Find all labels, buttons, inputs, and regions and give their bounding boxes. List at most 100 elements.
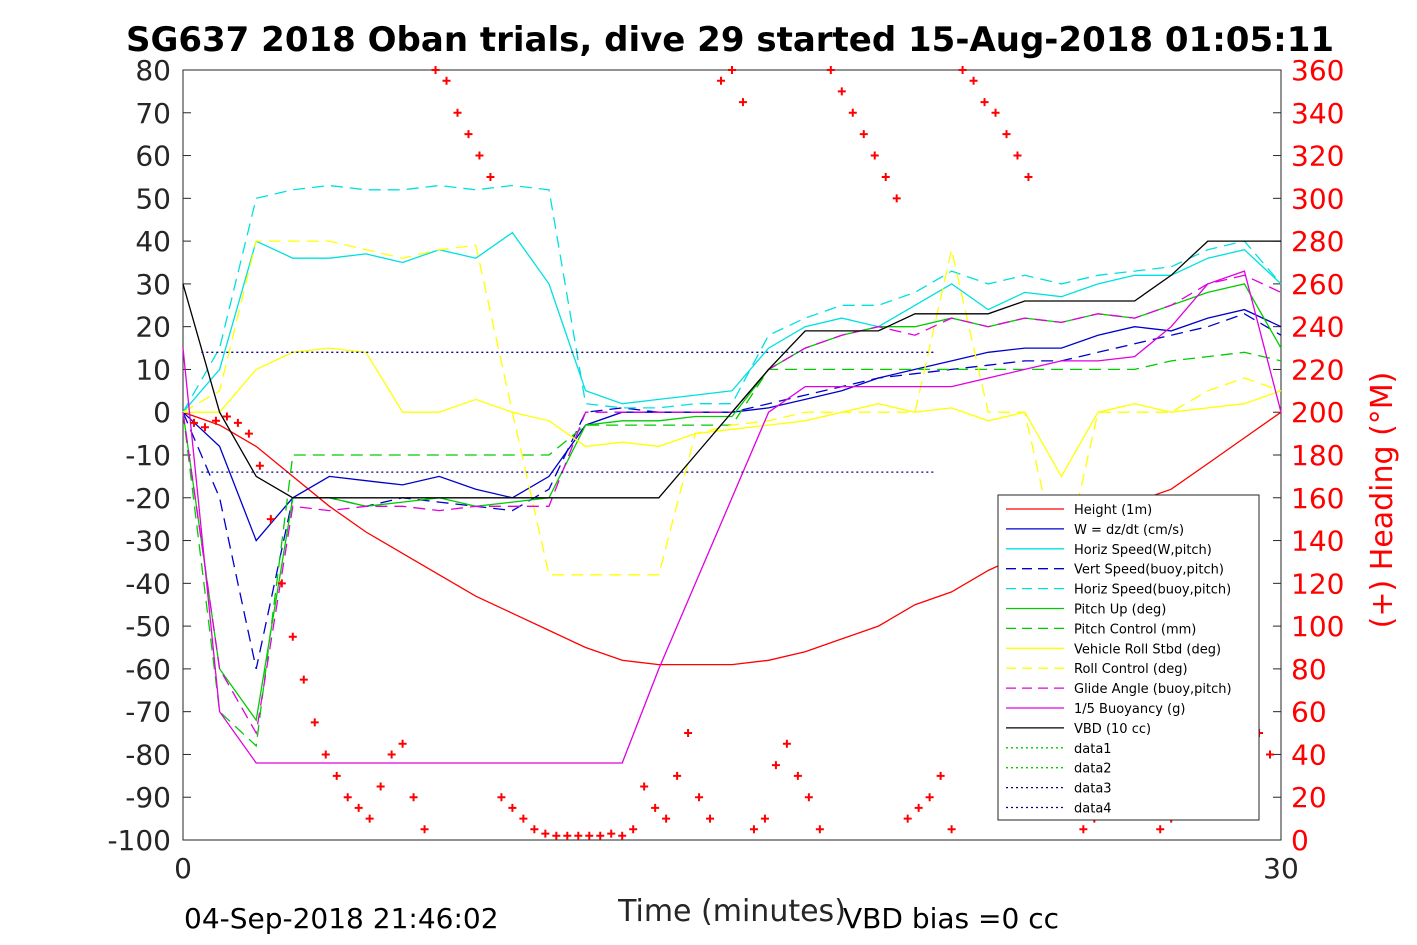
heading-point <box>936 771 945 780</box>
heading-point <box>618 831 627 840</box>
heading-point <box>749 825 758 834</box>
heading-point <box>1079 825 1088 834</box>
heading-point <box>870 151 879 160</box>
y-tick-label-right: 340 <box>1291 97 1344 130</box>
y-tick-label: -40 <box>125 567 171 600</box>
y-tick-label: 10 <box>135 353 171 386</box>
legend: Height (1m) W = dz/dt (cm/s) Horiz Speed(W… <box>997 494 1260 821</box>
legend-label: data2 <box>1074 762 1112 777</box>
heading-point <box>343 793 352 802</box>
heading-point <box>607 829 616 838</box>
legend-label: Pitch Control (mm) <box>1074 622 1196 637</box>
y-tick-label: -30 <box>125 525 171 558</box>
heading-point <box>288 632 297 641</box>
y-tick-label-right: 320 <box>1291 140 1344 173</box>
heading-point <box>464 130 473 139</box>
series-line <box>183 347 1282 478</box>
series-line <box>182 240 1282 576</box>
footer-timestamp: 04-Sep-2018 21:46:02 <box>184 902 499 935</box>
y-tick-label: -100 <box>107 824 171 857</box>
y-tick-label-right: 40 <box>1291 738 1327 771</box>
legend-label: W = dz/dt (cm/s) <box>1074 523 1184 538</box>
heading-point <box>892 194 901 203</box>
heading-point <box>662 814 671 823</box>
heading-point <box>376 782 385 791</box>
heading-point <box>497 793 506 802</box>
heading-point <box>310 718 319 727</box>
y-tick-label-right: 200 <box>1291 396 1344 429</box>
heading-point <box>409 793 418 802</box>
y-tick-label-right: 260 <box>1291 268 1344 301</box>
heading-point <box>848 108 857 117</box>
y-tick-label-right: 140 <box>1291 525 1344 558</box>
x-tick-label: 30 <box>1263 852 1299 885</box>
heading-point <box>903 814 912 823</box>
y-tick-label-right: 60 <box>1291 696 1327 729</box>
legend-label: Glide Angle (buoy,pitch) <box>1074 682 1232 697</box>
heading-point <box>826 66 835 74</box>
heading-point <box>771 761 780 770</box>
y-tick-label-right: 0 <box>1291 824 1309 857</box>
y-axis-right-label: (+) Heading (°M) <box>1365 372 1400 629</box>
heading-point <box>782 739 791 748</box>
heading-point <box>793 771 802 780</box>
heading-point <box>299 675 308 684</box>
heading-point <box>695 793 704 802</box>
x-axis-label: Time (minutes) <box>617 894 846 929</box>
heading-point <box>321 750 330 759</box>
heading-point <box>398 739 407 748</box>
legend-label: Vehicle Roll Stbd (deg) <box>1074 642 1221 657</box>
heading-point <box>881 172 890 181</box>
y-tick-label: -20 <box>125 482 171 515</box>
y-tick-label-right: 20 <box>1291 781 1327 814</box>
legend-label: data4 <box>1074 802 1112 817</box>
heading-point <box>728 66 736 74</box>
heading-point <box>519 814 528 823</box>
legend-label: Height (1m) <box>1074 503 1152 518</box>
heading-point <box>969 76 978 85</box>
chart-title: SG637 2018 Oban trials, dive 29 started … <box>126 20 1334 60</box>
legend-label: Pitch Up (deg) <box>1074 603 1166 618</box>
heading-point <box>475 151 484 160</box>
heading-point <box>442 76 451 85</box>
y-tick-label: -50 <box>125 610 171 643</box>
heading-point <box>738 98 747 107</box>
legend-label: data3 <box>1074 782 1112 797</box>
y-tick-label: -90 <box>125 781 171 814</box>
heading-point <box>354 803 363 812</box>
heading-point <box>332 771 341 780</box>
y-tick-label-right: 300 <box>1291 182 1344 215</box>
y-tick-label: 30 <box>135 268 171 301</box>
y-tick-label-right: 240 <box>1291 311 1344 344</box>
y-tick-label: -60 <box>125 653 171 686</box>
heading-point <box>431 66 440 74</box>
heading-point <box>684 729 693 738</box>
heading-point <box>760 814 769 823</box>
y-tick-label: 0 <box>153 396 171 429</box>
y-axis-left: 80 70 60 50 40 30 20 10 0 -10 -20 -30 -40 -50 -60 -70 -8… <box>107 54 1281 857</box>
heading-point <box>717 76 726 85</box>
heading-point <box>958 66 967 74</box>
legend-label: VBD (10 cc) <box>1074 722 1151 737</box>
heading-point <box>1002 130 1011 139</box>
heading-point <box>453 108 462 117</box>
heading-point <box>596 831 605 840</box>
y-tick-label-right: 280 <box>1291 225 1344 258</box>
y-tick-label: 40 <box>135 225 171 258</box>
heading-point <box>837 87 846 96</box>
heading-point <box>530 825 539 834</box>
legend-label: Vert Speed(buoy,pitch) <box>1074 563 1224 578</box>
heading-point <box>980 98 989 107</box>
heading-point <box>420 825 429 834</box>
legend-label: Roll Control (deg) <box>1074 662 1188 677</box>
heading-point <box>1024 172 1033 181</box>
heading-point <box>552 831 561 840</box>
heading-point <box>651 803 660 812</box>
legend-label: Horiz Speed(W,pitch) <box>1074 543 1212 558</box>
y-tick-label: 20 <box>135 311 171 344</box>
heading-point <box>387 750 396 759</box>
y-tick-label: 70 <box>135 97 171 130</box>
legend-label: 1/5 Buoyancy (g) <box>1074 702 1185 717</box>
x-tick-label: 0 <box>174 852 192 885</box>
heading-point <box>255 461 264 470</box>
